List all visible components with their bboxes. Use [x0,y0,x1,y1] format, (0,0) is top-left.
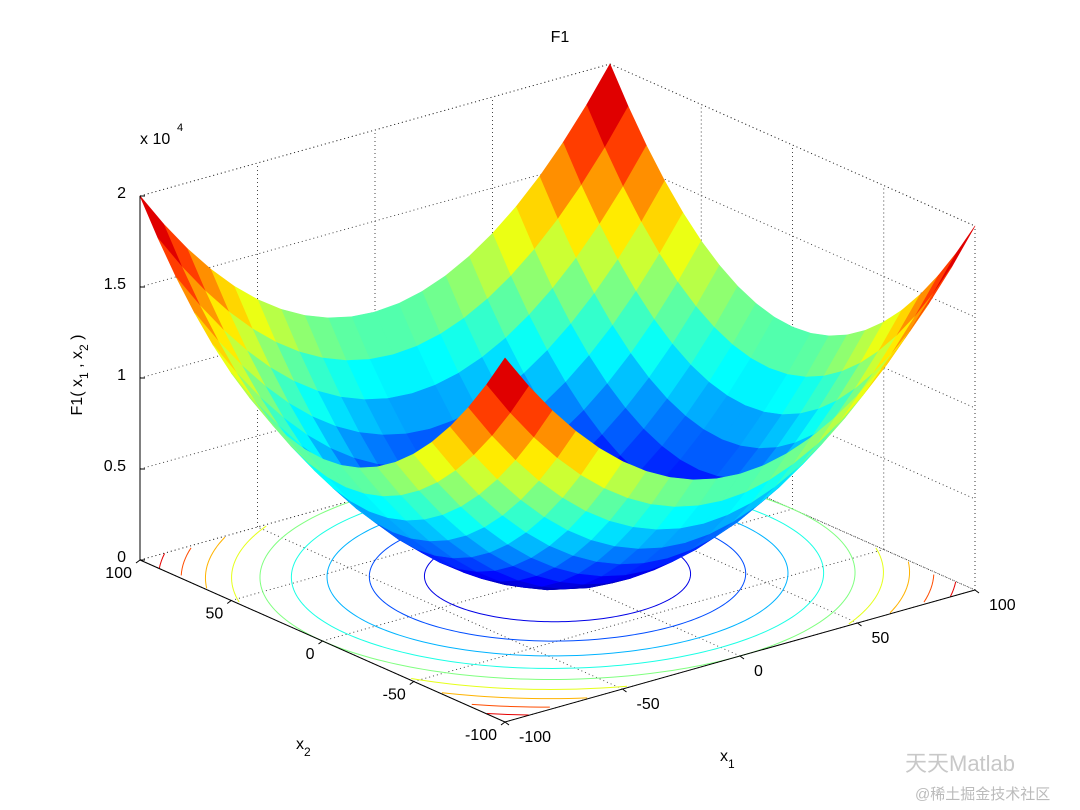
x-tick [974,589,980,594]
contour-line [441,692,588,700]
z-scale-label: x 10 [140,131,170,148]
x-tick-label: -50 [637,696,660,713]
contour-line [180,547,192,576]
axes-layer [135,195,980,726]
grid-line [257,526,623,690]
y-tick [500,721,506,726]
y-tick-label: -50 [383,687,406,704]
grid-line [609,245,976,409]
contour-line [158,553,166,569]
z-label-part: , x [69,351,86,372]
grid-line [413,549,884,682]
contour-line [487,713,529,716]
z-label-part: F1( x [69,379,86,415]
x-tick [622,688,627,693]
contour-line [411,677,628,690]
watermark: 天天Matlab [905,751,1015,776]
grid-line [609,336,976,500]
grid-line [609,154,976,318]
x-tick-label: -100 [519,729,551,746]
z-scale-exponent: 4 [177,122,183,134]
y-tick-label: 100 [105,565,132,582]
y-label-sub: 2 [304,745,311,759]
x-tick-label: 0 [754,663,763,680]
contour-line [889,561,911,614]
z-label-sub: 2 [77,344,91,351]
surface-patch [914,252,958,317]
y-tick [318,640,323,645]
x-label-main: x [720,748,728,765]
x-axis-label: x1 [720,748,735,771]
contour-line [949,581,957,597]
z-tick-label: 1.5 [104,276,126,293]
z-tick-label: 1 [117,367,126,384]
y-tick [135,559,141,564]
z-axis-label: F1( x1 , x2 ) [69,335,91,416]
grid-line [139,154,611,288]
x-tick-label: 50 [872,630,890,647]
surface-layer [139,63,976,591]
contour-line [848,547,884,625]
surface-patch [932,225,976,294]
z-tick-label: 0 [117,549,126,566]
y-tick [226,600,232,604]
y-tick-label: 50 [205,606,223,623]
z-tick-label: 2 [117,185,126,202]
y-axis-label: x2 [296,736,311,759]
z-tick-label: 0.5 [104,458,126,475]
x-label-sub: 1 [728,757,735,771]
x-tick [857,622,862,627]
contour-line [923,574,935,603]
chart-title: F1 [551,29,570,46]
grid-line [609,63,976,227]
contour-line [231,525,267,603]
y-tick [409,681,415,685]
x-tick-label: 100 [989,597,1016,614]
grid-line [139,63,611,197]
surface-patch [486,357,529,413]
surface-patch [896,275,939,337]
contour-line [471,703,550,708]
z-label-sub: 1 [77,372,91,379]
z-label-part: ) [69,335,86,345]
watermark: @稀土掘金技术社区 [915,786,1050,803]
y-tick-label: 0 [306,646,315,663]
grid-line [609,427,976,591]
y-label-main: x [296,736,304,753]
x-tick [504,721,510,726]
contour-line [204,536,226,589]
surface-patch [139,195,183,267]
x-tick [739,655,745,660]
y-tick-label: -100 [465,727,497,744]
